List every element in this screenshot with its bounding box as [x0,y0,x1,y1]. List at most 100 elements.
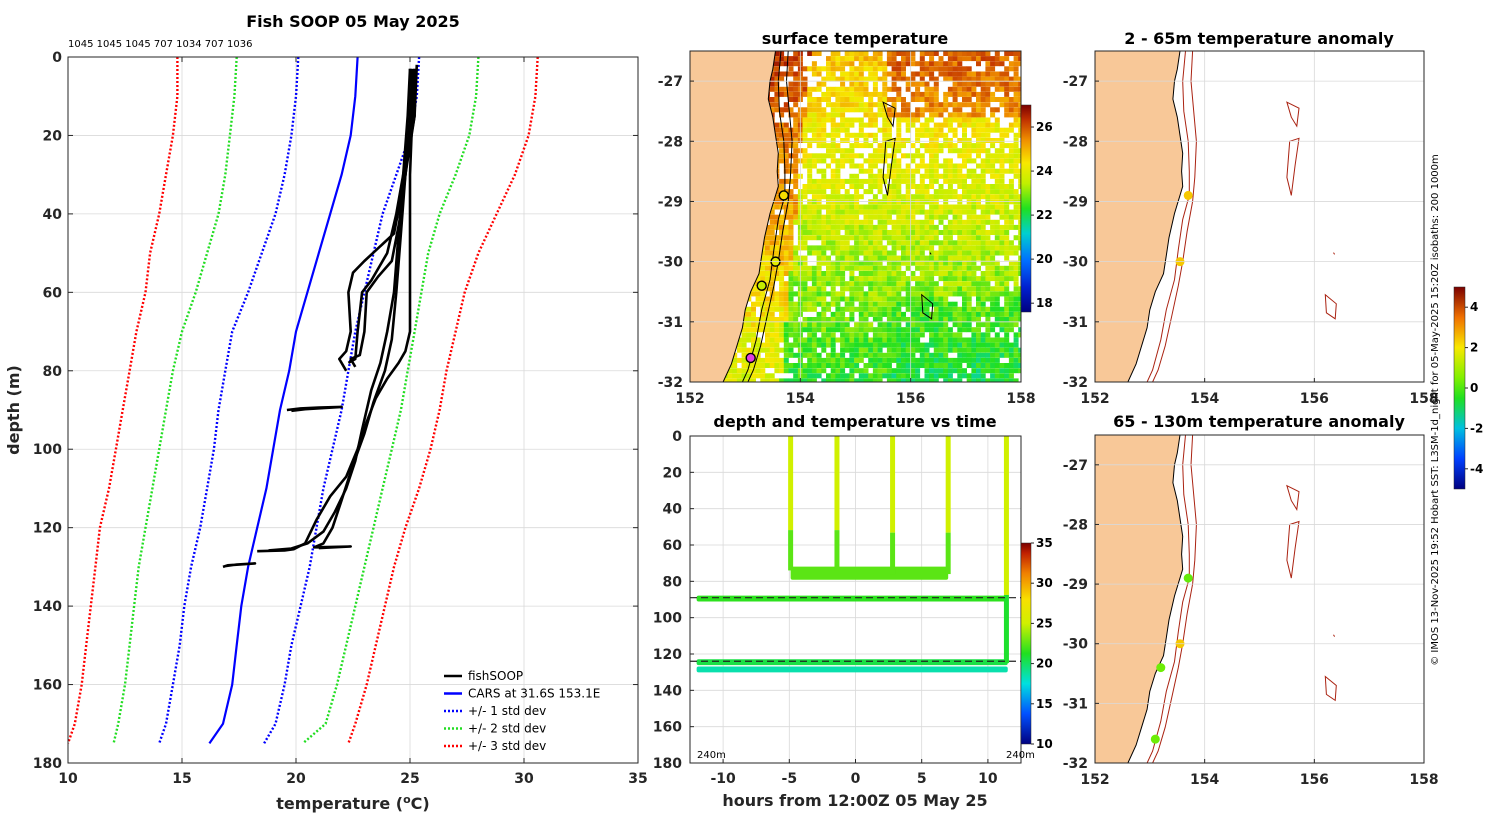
sst-cell [765,306,770,312]
sst-cell [872,357,878,363]
sst-cell [849,286,855,292]
sst-xtick-label: 156 [896,391,925,407]
anomaly-deep-panel: 65 - 130m temperature anomaly 152 154 156 1… [1063,412,1439,788]
sst-cell [990,71,996,77]
sst-cell [999,214,1005,220]
sst-cell [886,357,892,363]
sst-cell [821,66,827,72]
sst-cell [872,281,878,287]
sst-cell [966,148,972,154]
sst-cell [816,194,822,200]
sst-cell [830,122,836,128]
sst-cell [947,276,953,282]
sst-cell [901,168,906,174]
sst-cell [971,265,977,271]
sst-colorbar [1020,104,1032,313]
sst-cell [915,322,921,328]
sst-cell [816,255,822,261]
sst-cell [933,122,939,128]
sst-cell [835,296,841,302]
sst-cell [994,184,1000,189]
sst-cell [840,163,846,169]
sst-cell [980,230,986,235]
sst-cell [980,76,986,82]
seamount-isobath [921,293,934,320]
sst-cell [821,189,827,195]
sst-cell [774,61,780,67]
sst-cell [830,219,836,225]
sst-cell [957,214,963,220]
sst-cell [788,209,794,215]
sst-cell [915,117,921,123]
sst-cell [858,352,864,358]
sst-cell [1008,189,1014,195]
sst-cell [769,265,775,271]
sst-cell [877,332,883,338]
sst-cell [830,66,836,72]
sst-cell [915,291,921,297]
sst-cell [896,86,902,92]
sst-cell [830,178,836,184]
sst-cell [962,306,967,312]
sst-cell [966,255,972,261]
sst-cell [872,373,878,379]
sst-cell [891,373,897,379]
sst-cell [947,373,953,379]
sst-cell [938,163,944,169]
sst-cell [788,56,794,62]
sst-cell [811,347,817,353]
sst-cell [933,337,939,343]
sst-cell [854,291,860,297]
sst-cell [933,296,939,302]
sst-cell [830,357,836,363]
sst-cell [962,245,967,251]
sst-cell [858,322,864,328]
sst-cell [1008,97,1014,102]
sst-cell [999,163,1005,169]
sst-cell [891,378,897,382]
sst-cell [783,271,789,276]
sst-cell [840,107,846,113]
sst-cell [985,378,991,382]
sst-cell [826,204,831,210]
sst-cell [933,250,939,256]
sst-cell [1008,342,1014,348]
sst-cell [1004,255,1010,261]
sst-cell [971,317,977,322]
sst-cell [807,112,813,118]
sst-cell [919,352,925,358]
sst-cell [896,173,902,179]
sst-cell [882,255,888,261]
sst-cell [994,245,1000,251]
sst-cell [966,204,972,210]
sst-cell [957,56,963,62]
sst-cell [985,163,991,169]
sst-cell [980,204,986,210]
sst-cell [802,265,808,271]
sst-cell [788,107,794,113]
sst-cell [826,61,831,67]
sst-cell [793,86,799,92]
sst-cell [779,224,785,230]
seamount-isobath [1324,293,1337,320]
dt-profile-lower [1003,594,1009,664]
sst-cell [858,291,864,297]
sst-cell [849,51,855,56]
sst-cell [863,61,869,67]
sst-cell [840,184,846,189]
sst-cell [980,71,986,77]
isobath-line [747,51,793,382]
sst-cell [971,281,977,287]
sst-cell [741,368,747,374]
sst-cell [849,230,855,235]
sst-cell [947,230,953,235]
sst-cell [938,265,944,271]
sst-cell [905,368,911,374]
sst-cell [802,204,808,210]
sst-cell [765,224,770,230]
sst-cell [736,342,742,348]
shallow-ytick-label: -32 [1063,375,1088,391]
profile-xtick-label: 25 [400,771,419,787]
sst-cell [872,317,878,322]
sst-cell [938,291,944,297]
